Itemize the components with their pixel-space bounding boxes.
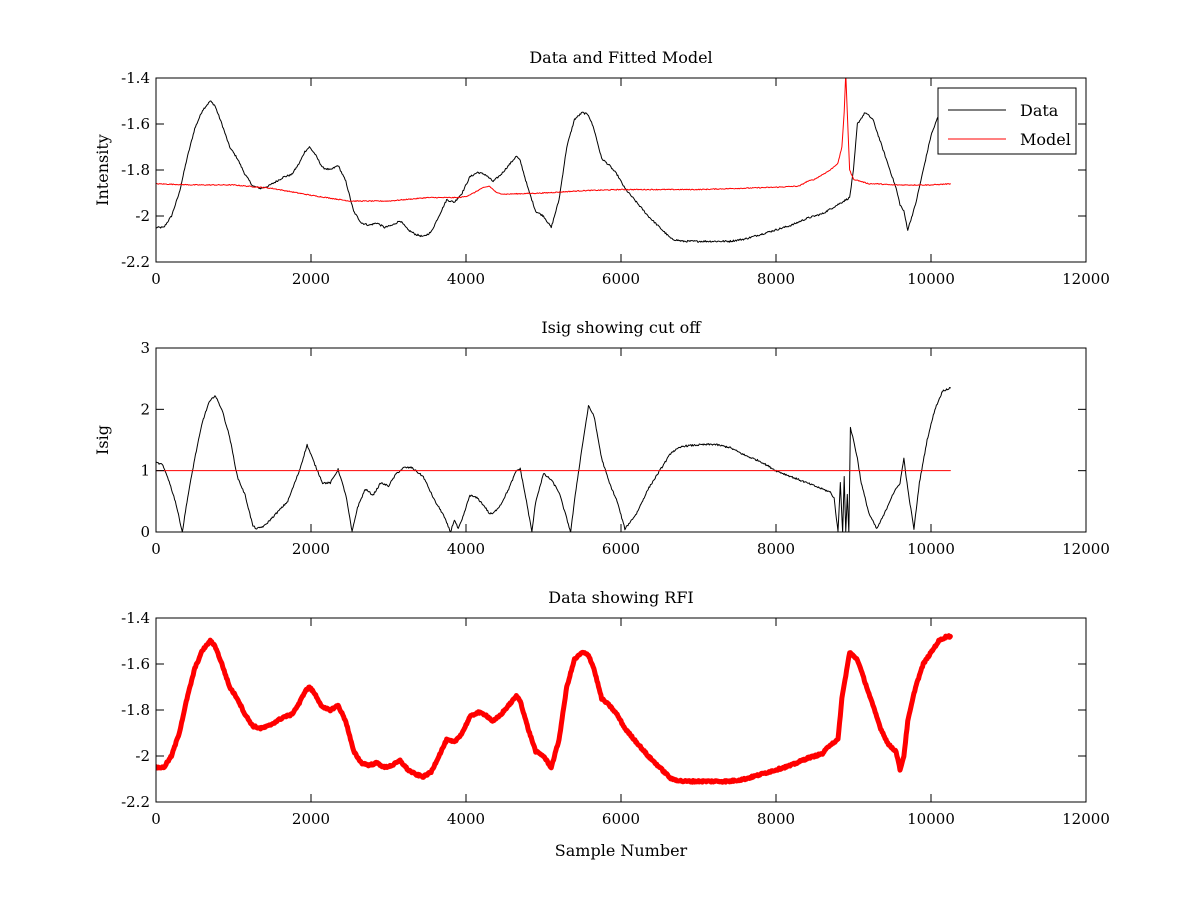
y-tick-label: -1.4	[121, 69, 150, 87]
chart-title: Data showing RFI	[548, 588, 693, 607]
x-tick-label: 6000	[602, 270, 640, 288]
subplot-3: 0 2000 4000 6000 8000 10000 12000 -2.2 -2 -1.8 -1.…	[121, 588, 1110, 860]
x-tick-label: 8000	[757, 270, 795, 288]
axes-frame	[155, 347, 1087, 533]
series-line-3-1	[156, 633, 953, 785]
y-tick-label: -1.8	[121, 161, 150, 179]
y-tick-label: -2.2	[121, 793, 150, 811]
x-tick-label: 0	[151, 810, 161, 828]
x-tick-label: 8000	[757, 540, 795, 558]
y-tick-label: -1.8	[121, 701, 150, 719]
x-tick-label: 0	[151, 270, 161, 288]
chart-title: Data and Fitted Model	[529, 48, 712, 67]
y-tick-label: 3	[140, 339, 150, 357]
x-tick-label: 0	[151, 540, 161, 558]
x-tick-label: 12000	[1062, 810, 1110, 828]
x-tick-label: 2000	[292, 540, 330, 558]
x-tick-label: 2000	[292, 810, 330, 828]
x-tick-label: 4000	[447, 810, 485, 828]
legend-label-model: Model	[1020, 130, 1071, 149]
x-tick-label: 10000	[907, 810, 955, 828]
y-tick-label: -1.4	[121, 609, 150, 627]
x-tick-label: 6000	[602, 810, 640, 828]
series-line-data	[156, 95, 951, 243]
y-tick-label: 2	[140, 400, 150, 418]
x-tick-label: 12000	[1062, 540, 1110, 558]
legend-box	[937, 87, 1077, 155]
legend-label-data: Data	[1020, 101, 1059, 120]
y-tick-label: 0	[140, 523, 150, 541]
x-tick-label: 4000	[447, 540, 485, 558]
x-axis-label: Sample Number	[555, 841, 688, 860]
y-tick-label: -1.6	[121, 655, 150, 673]
x-tick-label: 2000	[292, 270, 330, 288]
series-line-model	[156, 78, 951, 202]
y-tick-label: -2	[135, 747, 150, 765]
y-axis-label: Isig	[93, 425, 112, 455]
y-axis-label: Intensity	[93, 134, 112, 206]
x-tick-label: 8000	[757, 810, 795, 828]
chart-title: Isig showing cut off	[541, 318, 702, 337]
y-tick-label: 1	[140, 462, 150, 480]
x-tick-label: 6000	[602, 540, 640, 558]
y-tick-label: -1.6	[121, 115, 150, 133]
subplot-2: 0 2000 4000 6000 8000 10000 12000 0 1 2 3 Isig show…	[93, 318, 1110, 558]
subplot-1: 0 2000 4000 6000 8000 10000 12000 -2.2 -2 -1.8 -1.…	[93, 48, 1110, 288]
x-tick-label: 10000	[907, 540, 955, 558]
x-tick-label: 12000	[1062, 270, 1110, 288]
x-tick-label: 10000	[907, 270, 955, 288]
x-tick-label: 4000	[447, 270, 485, 288]
y-tick-label: -2	[135, 207, 150, 225]
y-tick-label: -2.2	[121, 253, 150, 271]
series-line-2-1	[156, 387, 951, 532]
legend: Data Model	[937, 87, 1077, 155]
